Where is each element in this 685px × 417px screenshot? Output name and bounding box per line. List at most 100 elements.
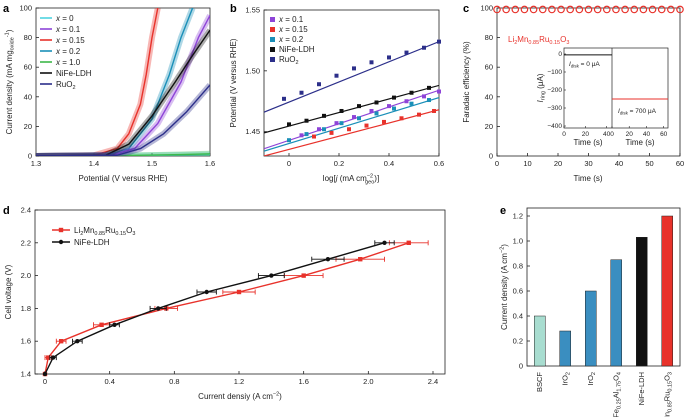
c-lbl-7: O [560,35,566,44]
d-data-point [58,339,64,344]
d-data-point [406,240,411,245]
c-lbl-8: 3 [566,40,569,46]
e-category-label: IrO2 [586,372,597,385]
e-category-label-part: CoFe [611,409,620,417]
e-bar [534,315,546,367]
d-series-line [44,242,385,375]
b-data-point [422,94,426,99]
d-data-point [301,273,306,278]
b-data-point [304,118,309,123]
panel-b: b 0 0.2 0.4 0.61.451.501.55 x = 0.1x = 0.15… [229,3,444,186]
e-ytick-label: 0.2 [513,337,523,346]
e-ytick-label: 0 [519,362,523,371]
b-data-point [352,66,356,71]
d-legend-label-part: 0.15 [115,231,126,237]
panel-b-series [264,39,441,156]
b-data-point [437,89,441,94]
b-legend-label: x = 0.1 [278,15,304,24]
b-legend-swatch [270,27,275,32]
a-legend-label: RuO2 [56,80,76,91]
d-legend-label-part: Li [74,226,80,235]
panel-e-ylabel-end: ) [500,244,509,247]
b-data-point [304,132,309,137]
d-legend-marker [58,227,64,233]
e-category-label-part: BSCF [535,372,544,392]
c-ytick-label: 20 [485,122,493,131]
e-category-label-part: 0.85 [667,401,673,412]
c-data-point [493,5,501,14]
panel-c-xlabel: Time (s) [573,174,602,183]
a-legend-label: x = 0 [55,14,74,23]
b-data-point [369,108,374,113]
panel-b-ylabel: Potential (V versus RHE) [229,38,238,127]
b-data-point [357,104,361,109]
b-xtick-label: 0.6 [434,159,444,168]
c-inset-ytick-label: 0 [558,51,562,58]
panel-e: e 00.20.40.60.81.01.2 BSCFIrO2IrO2CoFe0.… [500,205,681,417]
c-inset-note-end: = 0 μA [579,61,601,68]
e-category-label-part: 2 [591,372,597,375]
d-legend-label-part: Ru [105,226,115,235]
panel-d-xlabel-sup: −2 [273,392,279,398]
panel-d-axes [34,209,446,375]
a-legend-label-val: = 0.15 [60,36,85,45]
d-legend-label-part: O [126,226,132,235]
b-data-point [339,121,344,126]
a-legend-label-val: = 0.1 [60,25,81,34]
a-xtick-label: 1.4 [89,159,99,168]
c-inset-note-i: I [569,61,571,68]
c-inset-xlabel: Time (s) [573,138,602,147]
d-data-point [269,273,274,278]
panel-a-ticks: 1.3 1.4 1.5 1.6 0 20 40 60 80 100 [19,4,215,169]
e-category-label-part: 2 [565,372,571,375]
b-ytick-label: 1.55 [245,6,260,15]
b-data-point [282,96,286,101]
c-lbl-2: 2 [514,40,517,46]
c-inset-frame [563,47,669,129]
d-data-point [99,322,104,327]
c-inset-ytick-label: −200 [547,87,562,94]
b-legend-label-x: x [278,15,284,24]
d-legend-label: Li2Mn0.85Ru0.15O3 [74,226,135,237]
a-legend-label: x = 0.1 [55,25,81,34]
b-legend-label-val: = 0.1 [283,15,304,24]
a-ytick-label: 80 [24,33,32,42]
panel-d-series [42,240,429,377]
d-series-line [44,242,409,375]
e-category-label-part: Ru [662,392,671,402]
b-xtick-label: 0 [287,159,291,168]
c-inset-xtick-label: 40 [603,131,611,138]
d-legend-label-part: Mn [83,226,94,235]
d-xtick-label: 2.4 [428,377,438,386]
b-fit-line [264,97,439,152]
a-legend-label: x = 0.15 [55,36,85,45]
c-inset-xtick-label: 40 [643,131,651,138]
panel-c-series [493,5,684,14]
e-ytick-label: 0.6 [513,287,523,296]
b-legend-swatch [270,57,275,62]
d-data-point [50,355,56,360]
panel-b-ticks: 0 0.2 0.4 0.6 1.45 1.50 1.55 [245,6,444,169]
c-xtick-label: 0 [495,159,499,168]
c-data-point [557,5,565,14]
a-legend-label: NiFe-LDH [56,69,92,78]
panel-b-axes [263,9,440,157]
e-category-label-part: 4 [616,372,622,375]
c-data-point [676,5,684,14]
panel-e-ylabel-main: Current density (A cm [500,253,509,330]
e-bar [610,259,622,367]
a-ytick-label: 60 [24,63,32,72]
e-category-label-part: Mn [662,412,671,417]
e-category-label: BSCF [535,372,544,392]
b-ytick-label: 1.45 [245,127,260,136]
e-category-label-part: 0.25 [616,398,622,409]
c-xtick-label: 60 [676,159,684,168]
c-data-point [529,5,538,14]
a-legend-label-x: x [55,58,61,67]
d-xtick-label: 2.0 [363,377,373,386]
a-legend-label-val: = 0.2 [60,47,81,56]
c-data-point [667,5,675,14]
d-ytick-label: 1.8 [21,304,31,313]
d-data-point [358,257,363,262]
